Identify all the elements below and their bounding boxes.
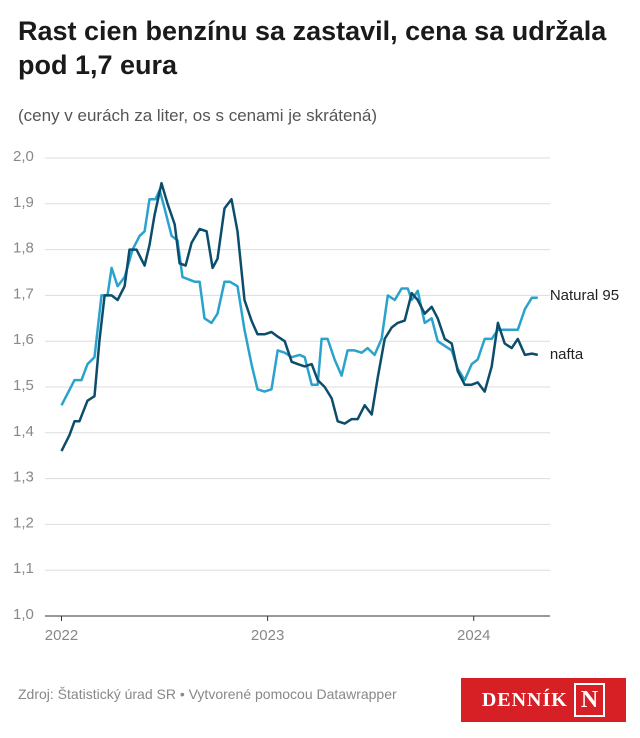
y-tick-label: 1,3 (13, 469, 34, 486)
chart-subtitle: (ceny v eurách za liter, os s cenami je … (18, 106, 378, 125)
series-label: Natural 95 (549, 286, 620, 304)
chart-title: Rast cien benzínu sa zastavil, cena sa u… (18, 16, 607, 80)
source: Zdroj: Štatistický úrad SR • Vytvorené p… (18, 686, 397, 702)
logo-mark: N (573, 683, 606, 717)
logo-text: DENNÍK (481, 688, 568, 711)
logo: DENNÍK N (461, 678, 626, 722)
series-line (60, 188, 538, 406)
y-tick-label: 1,7 (13, 285, 34, 302)
y-tick-label: 1,8 (13, 240, 34, 257)
y-tick-label: 1,0 (13, 606, 34, 623)
y-tick-label: 1,1 (13, 560, 34, 577)
x-tick-label: 2023 (251, 627, 284, 644)
y-tick-label: 1,5 (13, 377, 34, 394)
y-tick-label: 1,6 (13, 331, 34, 348)
series-label: nafta (549, 345, 584, 363)
y-tick-label: 2,0 (13, 148, 34, 165)
series-line (60, 181, 539, 452)
x-tick-label: 2022 (45, 627, 78, 644)
y-tick-label: 1,9 (13, 194, 34, 211)
x-tick-label: 2024 (457, 627, 490, 644)
y-tick-label: 1,2 (13, 514, 34, 531)
y-tick-label: 1,4 (13, 423, 34, 440)
